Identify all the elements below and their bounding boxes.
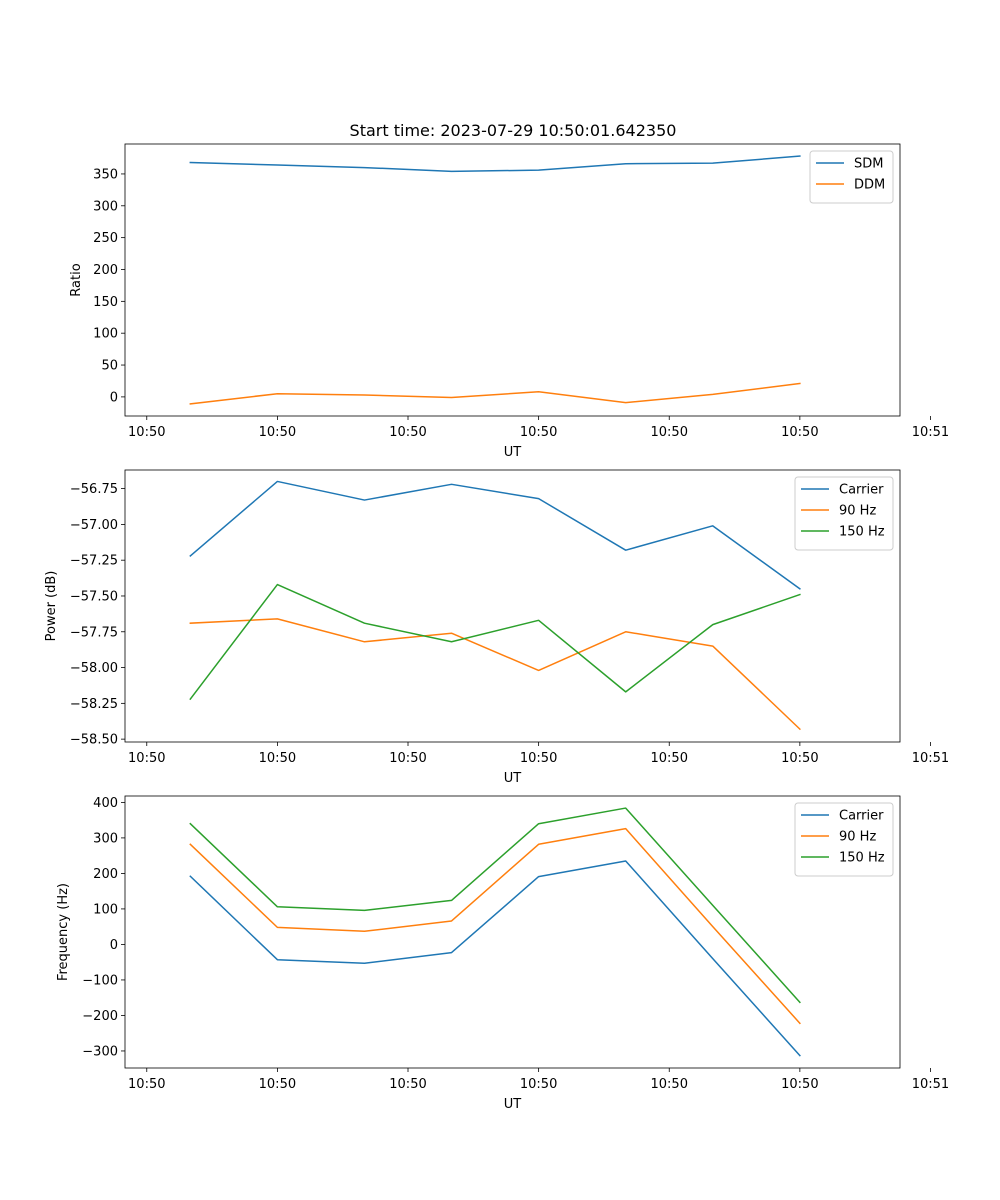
x-tick-label: 10:51 xyxy=(912,1077,949,1092)
y-tick-label: −57.50 xyxy=(70,589,118,604)
x-tick-label: 10:50 xyxy=(781,1077,818,1092)
series-line-90-hz xyxy=(189,618,801,731)
axes-frame xyxy=(124,795,901,1069)
y-tick-label: −57.75 xyxy=(70,625,118,640)
panel-1: 10:50 10:50 10:50 10:50 10:50 10:50 10:51 0 50 10… xyxy=(69,143,949,460)
axes-frame xyxy=(124,143,901,417)
y-tick-label: 100 xyxy=(93,902,118,917)
x-tick-label: 10:50 xyxy=(259,425,296,440)
series-line-150-hz xyxy=(189,807,801,1004)
y-tick-label: 400 xyxy=(93,796,118,811)
series-line-ddm xyxy=(189,382,801,405)
x-tick-label: 10:50 xyxy=(259,751,296,766)
y-tick-label: −57.00 xyxy=(70,518,118,533)
legend-label: 150 Hz xyxy=(839,525,885,540)
y-axis-label: Power (dB) xyxy=(44,571,59,642)
x-tick-label: 10:50 xyxy=(651,751,688,766)
y-tick-label: 0 xyxy=(110,390,118,405)
x-tick-label: 10:50 xyxy=(128,751,165,766)
series-line-carrier xyxy=(189,860,801,1057)
x-tick-label: 10:50 xyxy=(651,425,688,440)
y-tick-label: −58.00 xyxy=(70,661,118,676)
y-tick-label: 300 xyxy=(93,199,118,214)
x-tick-label: 10:50 xyxy=(781,425,818,440)
y-tick-label: 350 xyxy=(93,167,118,182)
x-tick-label: 10:50 xyxy=(389,751,426,766)
y-tick-label: −58.50 xyxy=(70,733,118,748)
y-tick-label: −300 xyxy=(82,1044,118,1059)
x-tick-label: 10:51 xyxy=(912,751,949,766)
y-tick-label: 50 xyxy=(101,359,118,374)
series-line-90-hz xyxy=(189,827,801,1025)
y-tick-label: 300 xyxy=(93,831,118,846)
y-tick-label: −57.25 xyxy=(70,554,118,569)
x-axis-label: UT xyxy=(504,445,522,460)
legend-label: DDM xyxy=(854,178,885,193)
y-tick-label: 200 xyxy=(93,867,118,882)
legend-label: Carrier xyxy=(839,483,884,498)
y-tick-label: 250 xyxy=(93,231,118,246)
y-axis-label: Frequency (Hz) xyxy=(56,883,71,981)
figure-title: Start time: 2023-07-29 10:50:01.642350 xyxy=(350,121,677,140)
x-tick-label: 10:50 xyxy=(651,1077,688,1092)
legend-label: 90 Hz xyxy=(839,504,876,519)
y-tick-label: 100 xyxy=(93,327,118,342)
x-tick-label: 10:50 xyxy=(128,425,165,440)
y-tick-label: 0 xyxy=(110,938,118,953)
x-tick-label: 10:50 xyxy=(389,1077,426,1092)
legend-label: 90 Hz xyxy=(839,830,876,845)
series-line-150-hz xyxy=(189,583,801,701)
legend: Carrier 90 Hz 150 Hz xyxy=(794,802,894,877)
x-axis-label: UT xyxy=(504,771,522,786)
legend-box xyxy=(809,150,894,204)
series-line-sdm xyxy=(189,155,801,173)
x-tick-label: 10:50 xyxy=(520,425,557,440)
y-tick-label: −100 xyxy=(82,973,118,988)
panels: 10:50 10:50 10:50 10:50 10:50 10:50 10:51 0 50 10… xyxy=(44,143,949,1112)
y-tick-label: −200 xyxy=(82,1009,118,1024)
y-tick-label: 150 xyxy=(93,295,118,310)
x-tick-label: 10:50 xyxy=(520,751,557,766)
y-tick-label: −56.75 xyxy=(70,482,118,497)
legend: Carrier 90 Hz 150 Hz xyxy=(794,476,894,551)
legend-label: SDM xyxy=(854,157,883,172)
y-tick-label: −58.25 xyxy=(70,697,118,712)
legend-label: 150 Hz xyxy=(839,851,885,866)
x-tick-label: 10:50 xyxy=(389,425,426,440)
panel-3: 10:50 10:50 10:50 10:50 10:50 10:50 10:51 −300 −… xyxy=(56,795,949,1112)
x-axis-label: UT xyxy=(504,1097,522,1112)
x-tick-label: 10:50 xyxy=(259,1077,296,1092)
legend: SDM DDM xyxy=(809,150,894,204)
series-line-carrier xyxy=(189,480,801,590)
legend-label: Carrier xyxy=(839,809,884,824)
x-tick-label: 10:50 xyxy=(781,751,818,766)
axes-frame xyxy=(124,469,901,743)
x-tick-label: 10:51 xyxy=(912,425,949,440)
y-axis-label: Ratio xyxy=(69,263,84,296)
panel-2: 10:50 10:50 10:50 10:50 10:50 10:50 10:51 −58.5… xyxy=(44,469,949,786)
y-tick-label: 200 xyxy=(93,263,118,278)
x-tick-label: 10:50 xyxy=(520,1077,557,1092)
x-tick-label: 10:50 xyxy=(128,1077,165,1092)
